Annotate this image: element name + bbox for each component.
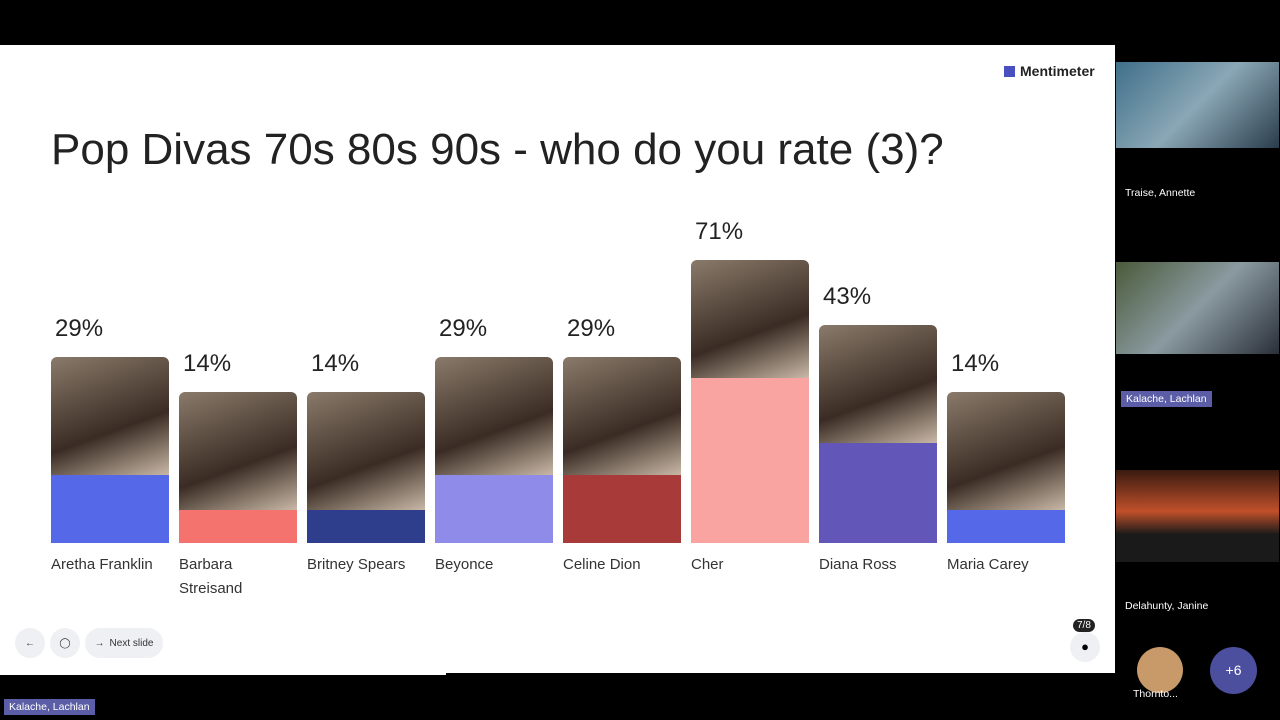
chart: 29% Aretha Franklin 14% Barbara Streisand 14… <box>0 45 1115 673</box>
counter: 7/8 <box>1073 619 1095 632</box>
value-label: 14% <box>183 350 232 378</box>
value-label: 71% <box>695 217 744 245</box>
value-label: 43% <box>823 282 872 310</box>
video-tile <box>1116 262 1279 354</box>
avatar <box>1137 647 1183 693</box>
category-label: Maria Carey <box>947 556 1029 573</box>
chart-title: Pop Divas 70s 80s 90s - who do you rate … <box>51 125 944 174</box>
brand: Mentimeter <box>1004 63 1095 79</box>
photo <box>179 392 297 511</box>
bar <box>435 475 553 543</box>
photo <box>563 357 681 476</box>
photo <box>435 357 553 476</box>
speaker-name: Kalache, Lachlan <box>4 699 95 715</box>
back-button[interactable]: ← <box>15 628 45 658</box>
participant-name: Thornto... <box>1133 688 1178 700</box>
photo <box>307 392 425 511</box>
more-participants[interactable]: +6 <box>1210 647 1257 694</box>
category-label: Aretha Franklin <box>51 556 153 573</box>
value-label: 29% <box>439 315 488 343</box>
bar <box>563 475 681 543</box>
next-button[interactable]: → Next slide <box>85 628 163 658</box>
progress-bar <box>0 672 446 675</box>
photo <box>947 392 1065 511</box>
bar <box>691 377 809 543</box>
hint-button[interactable]: ◯ <box>50 628 80 658</box>
video-tile <box>1116 470 1279 562</box>
bar <box>947 510 1065 543</box>
value-label: 14% <box>951 350 1000 378</box>
next-label: Next slide <box>109 637 154 649</box>
category-label: Britney Spears <box>307 556 406 573</box>
bar <box>819 442 937 543</box>
photo <box>51 357 169 476</box>
participant-name: Traise, Annette <box>1125 187 1196 199</box>
category-label: Diana Ross <box>819 556 897 573</box>
video-tile <box>1116 62 1279 148</box>
category-label: Cher <box>691 556 724 573</box>
bar <box>51 475 169 543</box>
participant-name: Delahunty, Janine <box>1125 600 1209 612</box>
slide: Mentimeter Pop Divas 70s 80s 90s - who d… <box>0 45 1115 673</box>
value-label: 29% <box>567 315 616 343</box>
value-label: 14% <box>311 350 360 378</box>
photo <box>819 324 937 443</box>
value-label: 29% <box>55 315 104 343</box>
participant-name: Kalache, Lachlan <box>1121 391 1212 407</box>
category-label: Barbara Streisand <box>179 556 243 597</box>
category-label: Celine Dion <box>563 556 641 573</box>
participants-icon[interactable]: ● <box>1070 632 1100 662</box>
category-label: Beyonce <box>435 556 494 573</box>
bar <box>307 510 425 543</box>
photo <box>691 259 809 378</box>
bar <box>179 510 297 543</box>
